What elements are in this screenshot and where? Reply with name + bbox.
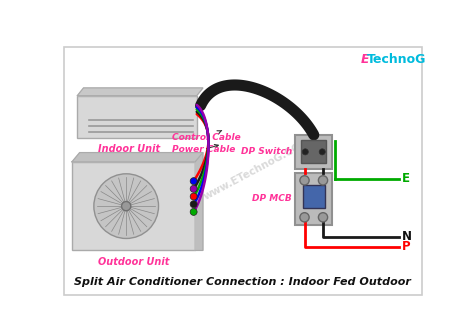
Text: Power Cable: Power Cable: [172, 144, 236, 154]
Text: Outdoor Unit: Outdoor Unit: [98, 257, 169, 267]
Circle shape: [190, 208, 197, 215]
Polygon shape: [72, 153, 203, 162]
Circle shape: [94, 174, 158, 239]
Text: E: E: [401, 172, 410, 185]
Text: Control Cable: Control Cable: [172, 131, 241, 142]
Bar: [72, 162, 195, 250]
Text: Indoor Unit: Indoor Unit: [98, 144, 160, 154]
Text: DP MCB: DP MCB: [253, 194, 292, 203]
Text: www.ETechnoG.COM: www.ETechnoG.COM: [201, 136, 312, 201]
Circle shape: [190, 193, 197, 200]
Circle shape: [121, 202, 131, 211]
Text: DP Switch: DP Switch: [241, 147, 292, 156]
Circle shape: [300, 176, 309, 185]
Text: Split Air Conditioner Connection : Indoor Fed Outdoor: Split Air Conditioner Connection : Indoo…: [74, 277, 411, 287]
Circle shape: [190, 178, 197, 185]
Bar: [295, 173, 332, 225]
Polygon shape: [195, 153, 203, 250]
Circle shape: [190, 201, 197, 208]
Bar: [303, 185, 325, 208]
Text: P: P: [401, 240, 410, 253]
Text: TechnoG: TechnoG: [367, 53, 426, 66]
Bar: [77, 95, 197, 138]
Circle shape: [190, 185, 197, 192]
FancyBboxPatch shape: [64, 47, 422, 295]
Bar: [295, 135, 332, 169]
Text: E: E: [361, 53, 369, 66]
Bar: [301, 140, 326, 163]
Circle shape: [300, 213, 309, 222]
Text: N: N: [401, 230, 411, 243]
Circle shape: [319, 213, 328, 222]
Circle shape: [319, 149, 325, 155]
Polygon shape: [77, 88, 203, 95]
Circle shape: [319, 176, 328, 185]
Circle shape: [302, 149, 309, 155]
